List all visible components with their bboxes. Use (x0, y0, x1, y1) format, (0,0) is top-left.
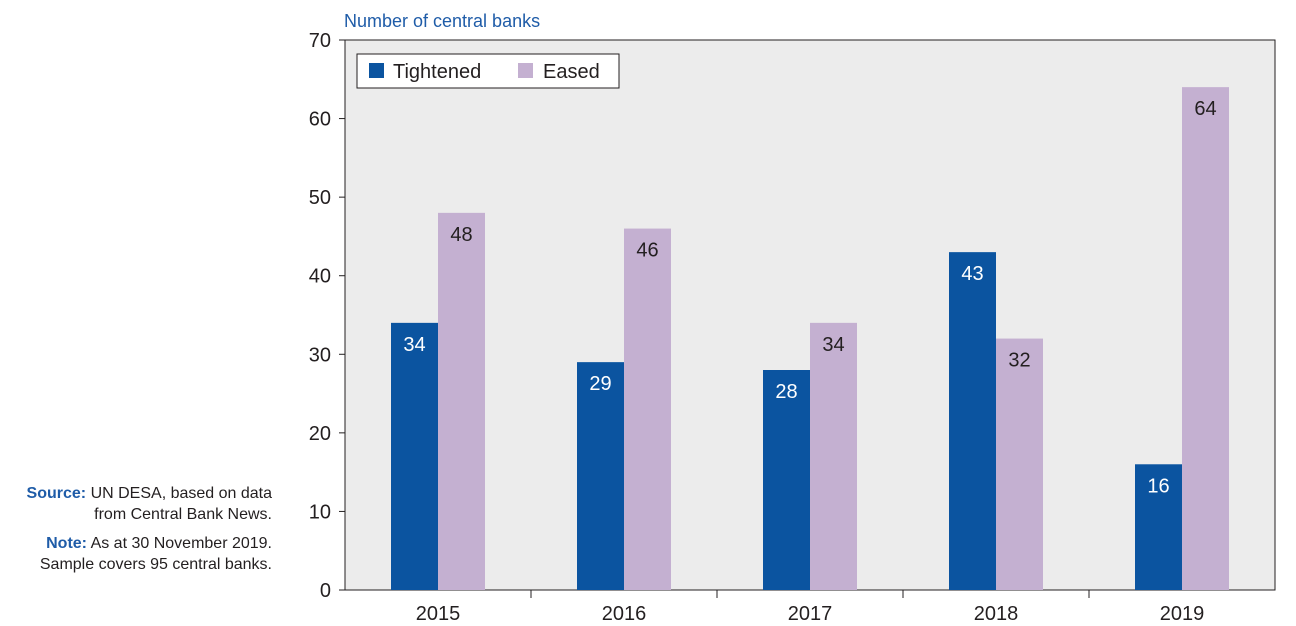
y-tick-label-0: 0 (320, 580, 331, 602)
y-tick-label-60: 60 (309, 109, 331, 131)
data-label-tightened-2017: 28 (775, 381, 797, 403)
y-tick-label-20: 20 (309, 423, 331, 445)
y-tick-label-30: 30 (309, 344, 331, 366)
data-label-tightened-2015: 34 (403, 334, 425, 356)
chart-notes: Source: UN DESA, based on data from Cent… (0, 483, 272, 583)
data-label-eased-2019: 64 (1194, 98, 1216, 120)
x-tick-label-2015: 2015 (416, 603, 461, 625)
data-label-tightened-2019: 16 (1147, 475, 1169, 497)
source-note: Source: UN DESA, based on data from Cent… (0, 483, 272, 525)
x-tick-label-2019: 2019 (1160, 603, 1205, 625)
x-tick-label-2018: 2018 (974, 603, 1019, 625)
axes: 0 10 20 30 40 50 60 70 2015 2016 2017 2018 2019 (309, 30, 1205, 625)
bar-tightened-2019 (1135, 464, 1182, 590)
bar-eased-2015 (438, 212, 485, 590)
sample-note: Note: As at 30 November 2019. Sample cov… (0, 533, 272, 575)
data-label-tightened-2018: 43 (961, 263, 983, 285)
chart-title: Number of central banks (344, 11, 540, 31)
legend-swatch-tightened (369, 63, 384, 78)
bar-tightened-2017 (763, 370, 810, 590)
note-label: Note: (46, 535, 87, 552)
data-label-tightened-2016: 29 (589, 373, 611, 395)
bar-eased-2016 (624, 228, 671, 591)
y-tick-label-10: 10 (309, 501, 331, 523)
source-label: Source: (26, 485, 87, 502)
legend-label-eased: Eased (543, 61, 600, 83)
data-label-eased-2016: 46 (636, 240, 658, 262)
bar-eased-2018 (996, 338, 1043, 590)
bars: 34 29 28 43 16 48 46 34 32 64 (391, 87, 1229, 591)
note-text-1: As at 30 November 2019. (90, 535, 272, 552)
legend-label-tightened: Tightened (393, 61, 481, 83)
y-tick-label-50: 50 (309, 187, 331, 209)
data-label-eased-2015: 48 (450, 224, 472, 246)
legend: Tightened Eased (356, 53, 620, 89)
x-tick-label-2016: 2016 (602, 603, 647, 625)
legend-swatch-eased (518, 63, 533, 78)
source-text-1: UN DESA, based on data (90, 485, 272, 502)
source-text-2: from Central Bank News. (94, 506, 272, 523)
bar-eased-2019 (1182, 87, 1229, 591)
data-label-eased-2018: 32 (1008, 350, 1030, 372)
note-text-2: Sample covers 95 central banks. (39, 556, 272, 573)
bar-tightened-2015 (391, 322, 438, 590)
legend-box (356, 53, 620, 89)
y-tick-label-70: 70 (309, 30, 331, 52)
y-tick-label-40: 40 (309, 266, 331, 288)
bar-eased-2017 (810, 322, 857, 590)
bar-tightened-2018 (949, 252, 996, 590)
bar-tightened-2016 (577, 362, 624, 590)
x-tick-label-2017: 2017 (788, 603, 833, 625)
data-label-eased-2017: 34 (822, 334, 844, 356)
